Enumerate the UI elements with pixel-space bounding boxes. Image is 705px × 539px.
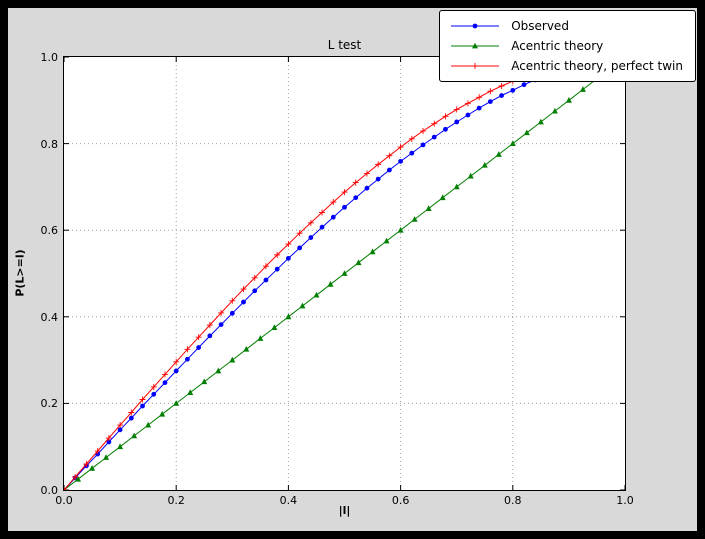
y-tick-label: 0.4 bbox=[40, 310, 59, 324]
plot-canvas bbox=[64, 57, 625, 490]
y-tick-label: 0.2 bbox=[40, 397, 59, 411]
y-tick-label: 0.8 bbox=[40, 137, 59, 151]
x-tick-label: 0.8 bbox=[504, 494, 522, 507]
plot-area bbox=[63, 56, 626, 491]
y-tick-label: 1.0 bbox=[40, 51, 59, 64]
plot-title: L test bbox=[327, 38, 362, 52]
y-axis-label: P(L>=l) bbox=[13, 249, 27, 297]
x-tick-label: 0.6 bbox=[391, 494, 410, 507]
x-tick-label: 1.0 bbox=[616, 494, 634, 507]
legend-label: Observed bbox=[511, 19, 569, 33]
x-tick-label: 0.0 bbox=[55, 494, 73, 507]
y-tick-label: 0.0 bbox=[40, 484, 59, 497]
legend-label: Acentric theory bbox=[511, 39, 604, 53]
legend-label: Acentric theory, perfect twin bbox=[511, 59, 683, 73]
legend-item: Acentric theory bbox=[448, 36, 683, 56]
x-axis-label: |l| bbox=[338, 504, 351, 517]
x-tick-label: 0.2 bbox=[167, 494, 185, 507]
legend-sample-plus bbox=[451, 63, 500, 69]
x-tick-label: 0.4 bbox=[279, 494, 298, 507]
legend: Observed Acentric theory Acentric theory, … bbox=[439, 10, 696, 82]
legend-item: Observed bbox=[448, 16, 683, 36]
legend-sample-circle bbox=[451, 23, 500, 29]
legend-sample-triangle bbox=[451, 42, 500, 49]
legend-item: Acentric theory, perfect twin bbox=[448, 56, 683, 76]
y-tick-label: 0.6 bbox=[40, 224, 59, 238]
